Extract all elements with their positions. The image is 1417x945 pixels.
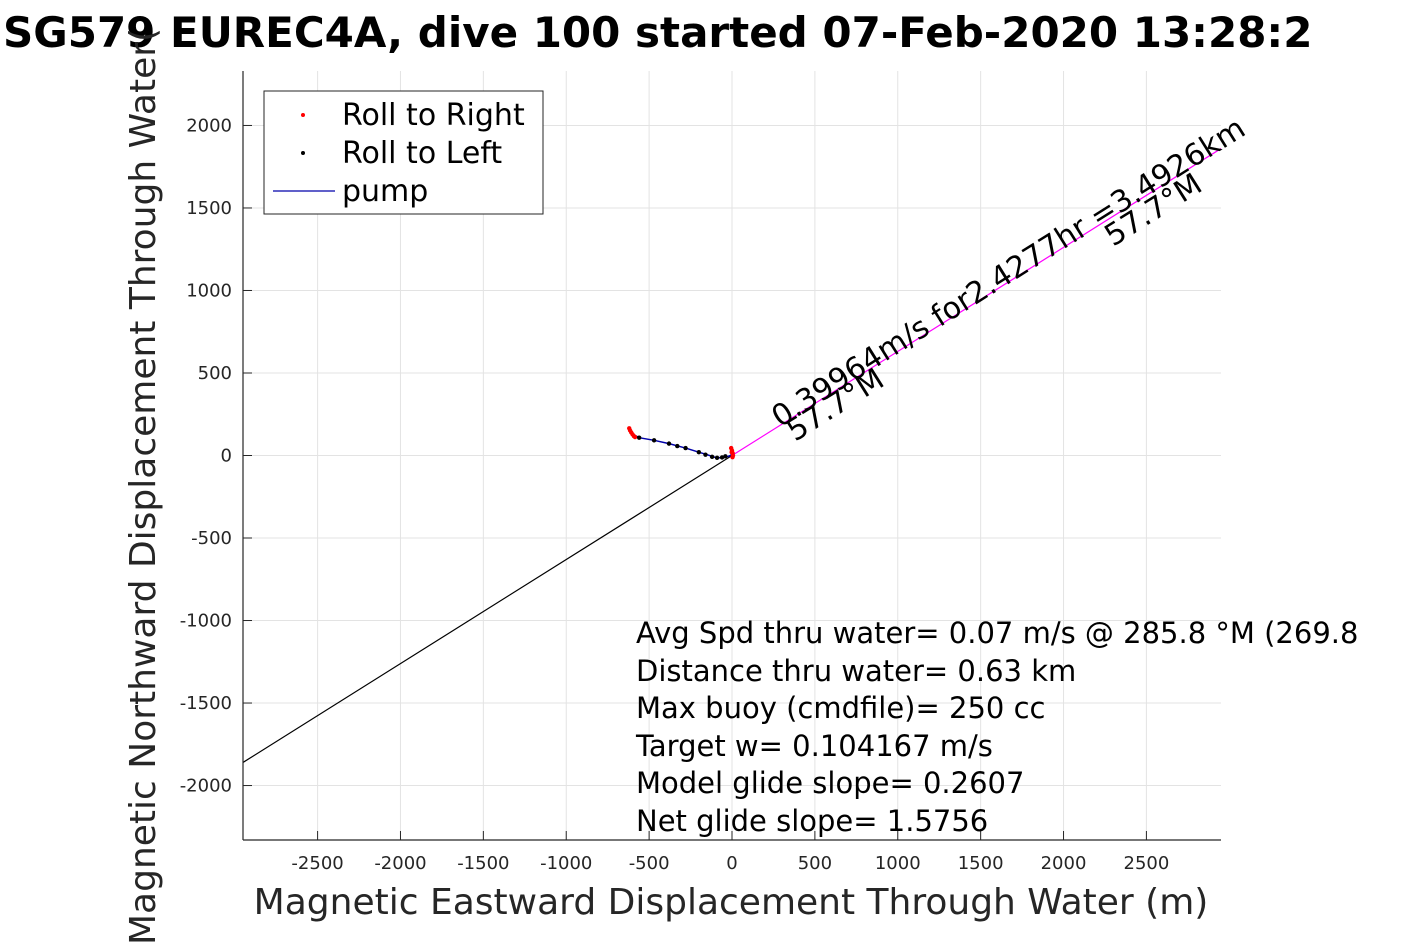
data-point xyxy=(666,441,672,446)
stat-distance: Distance thru water= 0.63 km xyxy=(636,654,1076,688)
data-point xyxy=(696,449,702,455)
data-point xyxy=(703,452,708,457)
y-tick-label: 0 xyxy=(221,446,232,467)
dive-stats: Avg Spd thru water= 0.07 m/s @ 285.8 °M … xyxy=(635,616,1358,838)
data-point xyxy=(709,454,715,460)
data-point xyxy=(723,454,728,459)
data-point xyxy=(714,455,720,461)
x-tick-label: -1000 xyxy=(540,853,592,874)
x-tick-label: -2500 xyxy=(291,853,343,874)
legend-label-roll-right: Roll to Right xyxy=(342,98,525,133)
x-tick-label: -1500 xyxy=(457,853,509,874)
y-tick-label: -500 xyxy=(191,528,232,549)
chart-title: SG579 EUREC4A, dive 100 started 07-Feb-2… xyxy=(3,8,1312,57)
y-tick-label: 2000 xyxy=(186,115,232,136)
legend-marker-roll-left xyxy=(301,151,305,155)
heading-vector-line-0 xyxy=(242,454,733,763)
stat-max-buoy: Max buoy (cmdfile)= 250 cc xyxy=(636,691,1045,725)
stat-model-glide-slope: Model glide slope= 0.2607 xyxy=(636,766,1024,800)
data-point xyxy=(632,434,638,440)
x-tick-label: 2000 xyxy=(1041,853,1087,874)
x-tick-labels: -2500 -2000 -1500 -1000 -500 0 500 1000 1500 2000… xyxy=(291,853,1169,874)
axes xyxy=(242,71,1221,841)
legend-box xyxy=(263,90,544,215)
x-tick-label: -500 xyxy=(629,853,670,874)
y-axis-label: Magnetic Northward Displacement Through … xyxy=(123,28,164,945)
data-point xyxy=(730,454,735,460)
legend-label-roll-left: Roll to Left xyxy=(342,136,502,171)
legend: Roll to Right Roll to Left pump xyxy=(263,90,544,215)
y-tick-labels: -2000 -1500 -1000 -500 0 500 1000 1500 2000 xyxy=(180,115,232,796)
stat-net-glide-slope: Net glide slope= 1.5756 xyxy=(636,804,988,838)
y-tick-label: -1500 xyxy=(180,693,232,714)
y-tick-label: 1000 xyxy=(186,280,232,301)
x-tick-label: 1000 xyxy=(875,853,921,874)
heading-vector-line-1 xyxy=(731,148,1222,457)
data-point xyxy=(675,443,680,449)
data-point xyxy=(683,445,688,451)
y-tick-label: 1500 xyxy=(186,198,232,219)
x-tick-label: 500 xyxy=(798,853,832,874)
data-point xyxy=(729,449,734,455)
data-point xyxy=(719,455,725,460)
x-tick-label: 2500 xyxy=(1124,853,1170,874)
data-point xyxy=(651,438,657,443)
stat-avg-speed: Avg Spd thru water= 0.07 m/s @ 285.8 °M … xyxy=(636,616,1358,650)
x-tick-label: 0 xyxy=(726,853,737,874)
x-tick-label: 1500 xyxy=(958,853,1004,874)
x-axis-label: Magnetic Eastward Displacement Through W… xyxy=(254,882,1209,923)
y-tick-label: -2000 xyxy=(180,776,232,797)
data-point xyxy=(636,435,642,440)
y-tick-label: -1000 xyxy=(180,611,232,632)
data-markers xyxy=(627,426,736,461)
y-tick-label: 500 xyxy=(198,363,232,384)
x-tick-label: -2000 xyxy=(374,853,426,874)
legend-label-pump: pump xyxy=(342,174,428,209)
legend-marker-roll-right xyxy=(301,113,305,117)
stat-target-w: Target w= 0.104167 m/s xyxy=(635,729,993,763)
